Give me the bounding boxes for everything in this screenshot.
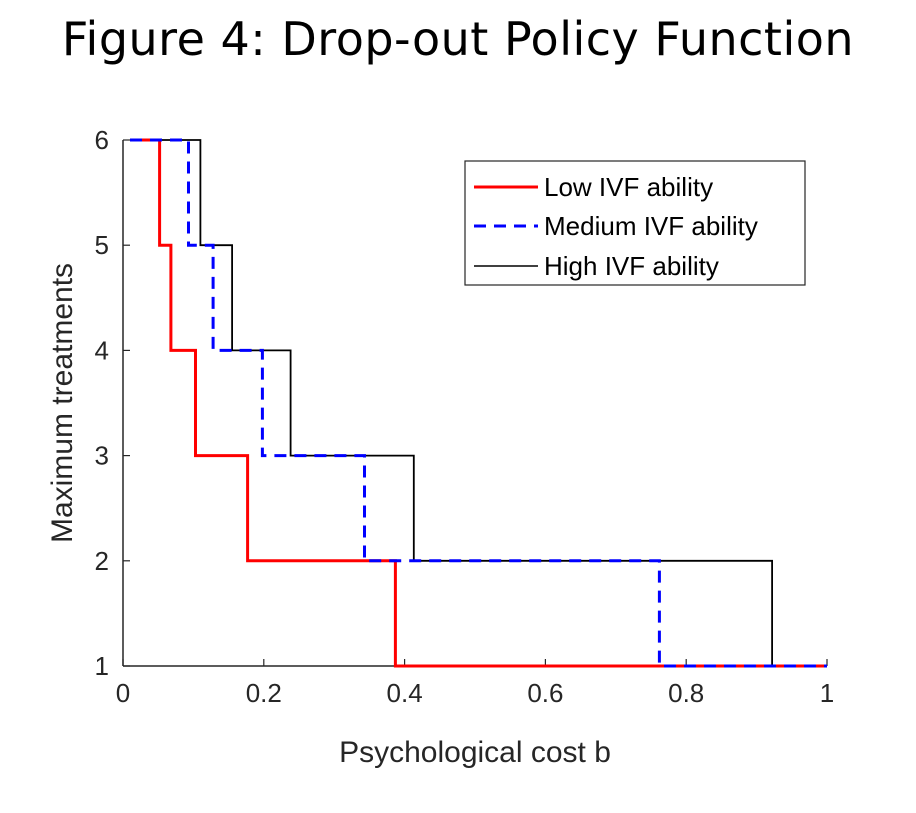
y-tick-label: 4 — [95, 335, 109, 365]
y-tick-label: 1 — [95, 651, 109, 681]
x-tick-label: 0 — [116, 678, 130, 708]
x-tick-label: 0.4 — [387, 678, 423, 708]
legend-label-medium: Medium IVF ability — [544, 211, 758, 241]
series-high-ivf-line — [130, 139, 827, 667]
y-tick-label: 6 — [95, 125, 109, 155]
x-ticks: 0 0.2 0.4 0.6 0.8 1 — [116, 659, 834, 708]
legend-label-high: High IVF ability — [544, 251, 719, 281]
x-axis-label: Psychological cost b — [339, 736, 611, 769]
x-tick-label: 0.6 — [527, 678, 563, 708]
x-tick-label: 1 — [820, 678, 834, 708]
series-medium-ivf-line — [130, 138, 827, 668]
y-tick-label: 2 — [95, 546, 109, 576]
plot-area: 0 0.2 0.4 0.6 0.8 1 1 2 3 4 5 6 — [95, 125, 835, 708]
x-tick-label: 0.8 — [668, 678, 704, 708]
series-layer — [130, 138, 827, 668]
legend-box — [464, 160, 806, 286]
y-tick-label: 5 — [95, 230, 109, 260]
y-axis-label: Maximum treatments — [46, 263, 79, 543]
x-tick-label: 0.2 — [246, 678, 282, 708]
y-tick-label: 3 — [95, 441, 109, 471]
legend: Low IVF ability Medium IVF ability High … — [464, 160, 806, 286]
series-low-ivf-line — [130, 138, 827, 668]
figure-title: Figure 4: Drop-out Policy Function — [61, 12, 855, 66]
y-ticks: 1 2 3 4 5 6 — [95, 125, 130, 681]
legend-label-low: Low IVF ability — [544, 172, 713, 202]
